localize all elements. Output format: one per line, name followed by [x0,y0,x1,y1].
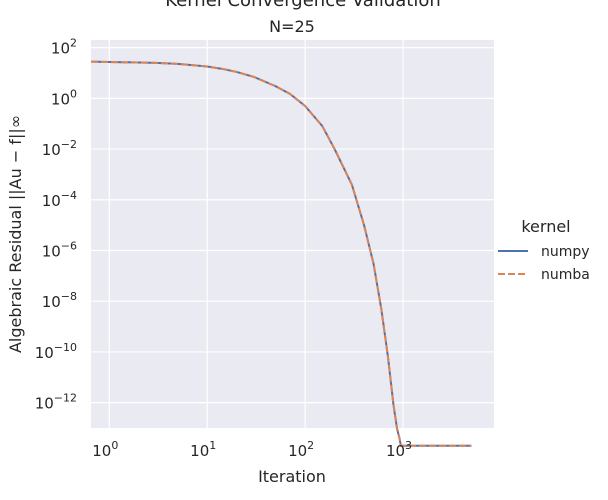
x-tick-label: 101 [190,439,216,460]
legend: kernel numpy numba [498,217,590,283]
y-axis-label: Algebraic Residual ||Au − f||∞ [6,115,25,353]
y-tick-label: 10−12 [35,392,77,413]
y-tick-labels: 102 100 10−2 10−4 10−6 10−8 10−10 10−12 [35,37,77,413]
y-tick-label: 10−4 [42,189,77,210]
y-tick-label: 10−10 [35,341,77,362]
chart-subtitle: N=25 [269,17,315,36]
chart-title: Kernel Convergence Validation [165,0,441,11]
y-tick-label: 10−2 [42,138,77,159]
legend-label-numpy: numpy [541,244,590,260]
grid [91,40,494,428]
x-tick-labels: 100 101 102 103 [92,439,412,460]
series-line-numba [90,60,472,447]
x-tick-label: 103 [386,439,412,460]
y-tick-label: 100 [51,87,77,108]
x-tick-label: 100 [92,439,118,460]
y-tick-label: 10−8 [42,290,77,311]
x-tick-label: 102 [288,439,314,460]
legend-label-numba: numba [541,267,590,283]
x-axis-label: Iteration [258,467,326,486]
series-layer [90,60,472,447]
y-tick-label: 102 [51,37,77,58]
legend-title: kernel [521,217,570,236]
plot-background [91,40,494,428]
y-tick-label: 10−6 [42,239,77,260]
